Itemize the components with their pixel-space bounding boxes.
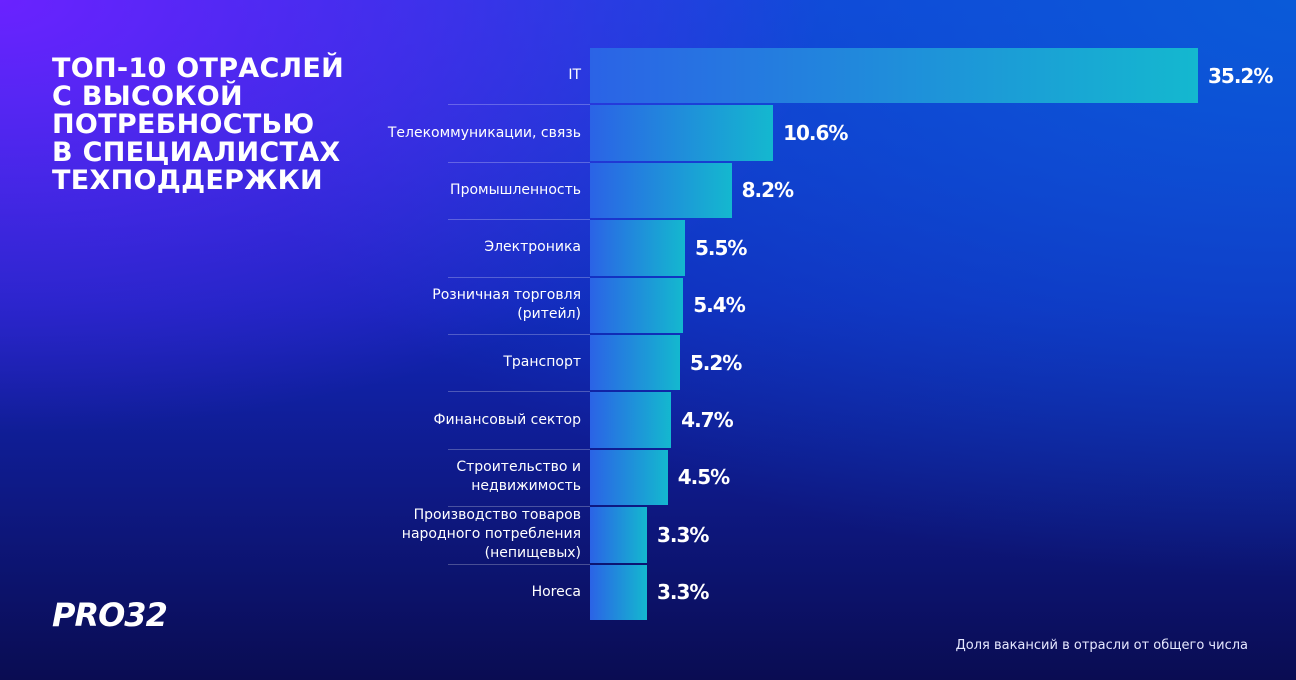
bar xyxy=(590,277,684,333)
category-label: Horeca xyxy=(531,583,581,600)
logo: PRO32 xyxy=(52,596,168,634)
row-separator xyxy=(448,104,590,106)
bar xyxy=(590,335,680,391)
bar xyxy=(590,220,685,276)
value-label: 4.5% xyxy=(677,465,730,490)
bar xyxy=(590,392,672,448)
value-label: 5.5% xyxy=(695,235,747,260)
bar xyxy=(590,449,668,506)
row-separator xyxy=(448,334,590,335)
row-separator xyxy=(448,448,590,450)
row-separator xyxy=(448,161,590,163)
value-label: 5.2% xyxy=(689,350,742,375)
category-label: Транспорт xyxy=(503,354,581,371)
bar xyxy=(590,162,732,219)
row-separator xyxy=(448,219,590,221)
value-label: 3.3% xyxy=(657,522,709,547)
category-label: Промышленность xyxy=(450,181,581,198)
category-label: Строительство и недвижимость xyxy=(456,459,581,495)
bar xyxy=(590,105,774,161)
bar xyxy=(590,48,1198,104)
chart-title: ТОП-10 ОТРАСЛЕЙ С ВЫСОКОЙ ПОТРЕБНОСТЬЮ В… xyxy=(52,53,344,196)
category-label: Телекоммуникации, связь xyxy=(387,124,581,141)
value-label: 4.7% xyxy=(681,408,733,433)
bar xyxy=(590,564,647,620)
category-label: Электроника xyxy=(484,239,581,256)
row-separator xyxy=(448,276,590,278)
bar xyxy=(590,507,647,563)
value-label: 35.2% xyxy=(1208,63,1273,88)
category-label: Производство товаров народного потреблен… xyxy=(401,507,581,562)
note: Доля вакансий в отрасли от общего числа xyxy=(955,638,1248,653)
value-label: 10.6% xyxy=(783,121,848,146)
value-label: 5.4% xyxy=(693,293,745,318)
category-label: IT xyxy=(568,67,581,84)
row-separator xyxy=(448,391,590,393)
value-label: 3.3% xyxy=(657,580,709,605)
category-label: Розничная торговля (ритейл) xyxy=(432,287,581,323)
category-label: Финансовый сектор xyxy=(433,411,581,428)
row-separator xyxy=(448,506,590,508)
row-separator xyxy=(448,563,590,565)
value-label: 8.2% xyxy=(741,178,794,203)
